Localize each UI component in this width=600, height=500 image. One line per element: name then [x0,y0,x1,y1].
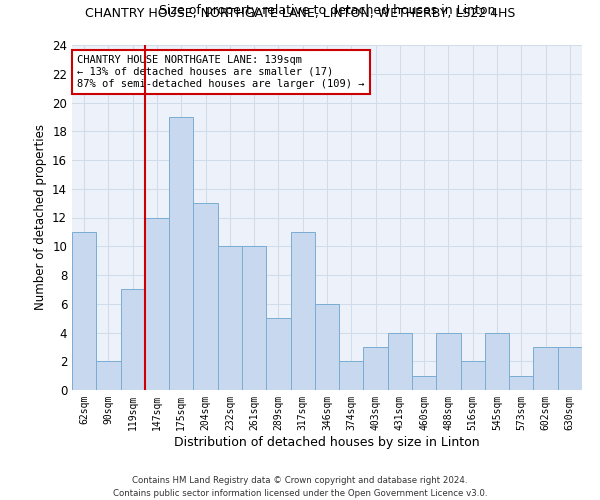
Bar [364,347,388,390]
Bar [485,332,509,390]
Text: CHANTRY HOUSE NORTHGATE LANE: 139sqm
← 13% of detached houses are smaller (17)
8: CHANTRY HOUSE NORTHGATE LANE: 139sqm ← 1… [77,56,365,88]
Bar [412,376,436,390]
Bar [290,232,315,390]
Y-axis label: Number of detached properties: Number of detached properties [34,124,47,310]
Bar [96,361,121,390]
Title: Size of property relative to detached houses in Linton: Size of property relative to detached ho… [159,4,495,18]
Bar [461,361,485,390]
Bar [339,361,364,390]
Bar [436,332,461,390]
Text: Contains HM Land Registry data © Crown copyright and database right 2024.
Contai: Contains HM Land Registry data © Crown c… [113,476,487,498]
Bar [558,347,582,390]
Bar [145,218,169,390]
Bar [72,232,96,390]
Bar [533,347,558,390]
Bar [266,318,290,390]
Bar [121,290,145,390]
X-axis label: Distribution of detached houses by size in Linton: Distribution of detached houses by size … [174,436,480,448]
Bar [315,304,339,390]
Bar [193,203,218,390]
Bar [388,332,412,390]
Bar [242,246,266,390]
Bar [169,117,193,390]
Bar [509,376,533,390]
Text: CHANTRY HOUSE, NORTHGATE LANE, LINTON, WETHERBY, LS22 4HS: CHANTRY HOUSE, NORTHGATE LANE, LINTON, W… [85,8,515,20]
Bar [218,246,242,390]
